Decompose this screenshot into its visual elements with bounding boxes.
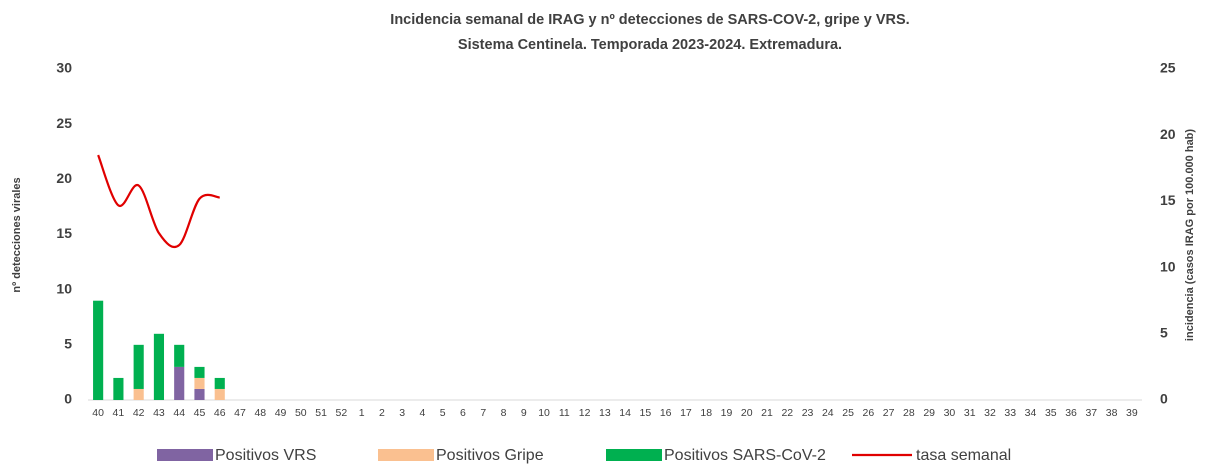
x-tick-label: 14 bbox=[619, 407, 631, 419]
y-tick-label: 10 bbox=[56, 280, 72, 296]
x-tick-label: 40 bbox=[92, 407, 104, 419]
x-tick-label: 41 bbox=[113, 407, 125, 419]
y2-tick-label: 10 bbox=[1160, 258, 1176, 274]
x-tick-label: 29 bbox=[923, 407, 935, 419]
y-tick-label: 25 bbox=[56, 115, 72, 131]
y-tick-label: 5 bbox=[64, 336, 72, 352]
legend-label: tasa semanal bbox=[916, 447, 1011, 464]
x-tick-label: 7 bbox=[480, 407, 486, 419]
x-tick-label: 44 bbox=[173, 407, 185, 419]
x-tick-label: 9 bbox=[521, 407, 527, 419]
x-tick-label: 18 bbox=[700, 407, 712, 419]
y-tick-label: 20 bbox=[56, 170, 72, 186]
bar-segment bbox=[194, 388, 205, 400]
x-tick-label: 19 bbox=[721, 407, 733, 419]
x-tick-label: 43 bbox=[153, 407, 165, 419]
x-tick-label: 8 bbox=[501, 407, 507, 419]
x-tick-label: 1 bbox=[359, 407, 365, 419]
x-tick-label: 20 bbox=[741, 407, 753, 419]
x-tick-label: 26 bbox=[863, 407, 875, 419]
x-tick-label: 30 bbox=[944, 407, 956, 419]
x-tick-label: 12 bbox=[579, 407, 591, 419]
x-tick-label: 48 bbox=[254, 407, 266, 419]
x-tick-label: 31 bbox=[964, 407, 976, 419]
x-tick-label: 3 bbox=[399, 407, 405, 419]
legend-label: Positivos VRS bbox=[215, 447, 316, 464]
x-tick-label: 4 bbox=[420, 407, 426, 419]
x-tick-label: 45 bbox=[194, 407, 206, 419]
bar-segment bbox=[174, 344, 185, 367]
legend-label: Positivos Gripe bbox=[436, 447, 544, 464]
x-tick-label: 11 bbox=[559, 407, 570, 419]
bar-segment bbox=[153, 333, 165, 400]
legend-swatch bbox=[606, 449, 662, 461]
legend-label: Positivos SARS-CoV-2 bbox=[664, 447, 826, 464]
x-tick-label: 33 bbox=[1004, 407, 1016, 419]
x-tick-label: 50 bbox=[295, 407, 307, 419]
x-tick-label: 28 bbox=[903, 407, 915, 419]
x-tick-label: 49 bbox=[275, 407, 287, 419]
bar-segment bbox=[214, 388, 225, 400]
bar-segment bbox=[214, 377, 225, 389]
x-tick-label: 51 bbox=[315, 407, 327, 419]
bar-segment bbox=[133, 388, 144, 400]
x-tick-label: 37 bbox=[1085, 407, 1097, 419]
bar-segment bbox=[113, 377, 124, 400]
x-tick-label: 2 bbox=[379, 407, 385, 419]
x-tick-label: 34 bbox=[1025, 407, 1037, 419]
chart-title: Incidencia semanal de IRAG y nº deteccio… bbox=[390, 12, 909, 28]
x-tick-label: 42 bbox=[133, 407, 145, 419]
x-tick-label: 32 bbox=[984, 407, 996, 419]
x-tick-label: 17 bbox=[680, 407, 692, 419]
x-tick-label: 52 bbox=[336, 407, 348, 419]
x-tick-label: 25 bbox=[842, 407, 854, 419]
y-tick-label: 15 bbox=[56, 225, 72, 241]
legend-swatch bbox=[157, 449, 213, 461]
x-tick-label: 23 bbox=[802, 407, 814, 419]
bar-segment bbox=[133, 344, 144, 389]
x-tick-label: 13 bbox=[599, 407, 611, 419]
y-tick-label: 30 bbox=[56, 60, 72, 76]
bar-segment bbox=[174, 366, 185, 400]
x-tick-label: 22 bbox=[781, 407, 793, 419]
x-tick-label: 47 bbox=[234, 407, 246, 419]
bar-segment bbox=[194, 366, 205, 378]
x-tick-label: 35 bbox=[1045, 407, 1057, 419]
x-tick-label: 38 bbox=[1106, 407, 1118, 419]
x-tick-label: 39 bbox=[1126, 407, 1138, 419]
x-tick-label: 46 bbox=[214, 407, 226, 419]
x-tick-label: 6 bbox=[460, 407, 466, 419]
x-tick-label: 27 bbox=[883, 407, 895, 419]
x-tick-label: 16 bbox=[660, 407, 672, 419]
y2-tick-label: 5 bbox=[1160, 325, 1168, 341]
x-tick-label: 36 bbox=[1065, 407, 1077, 419]
y2-tick-label: 15 bbox=[1160, 192, 1176, 208]
legend-swatch bbox=[378, 449, 434, 461]
y-tick-label: 0 bbox=[64, 391, 72, 407]
bar-segment bbox=[93, 300, 104, 400]
y-axis-title: nº detecciones virales bbox=[11, 177, 23, 292]
x-tick-label: 15 bbox=[640, 407, 652, 419]
x-tick-label: 21 bbox=[761, 407, 773, 419]
bar-segment bbox=[194, 377, 205, 389]
y2-tick-label: 0 bbox=[1160, 391, 1168, 407]
y2-tick-label: 25 bbox=[1160, 60, 1176, 76]
y2-axis-title: incidencia (casos IRAG por 100.000 hab) bbox=[1184, 129, 1196, 341]
x-tick-label: 10 bbox=[538, 407, 550, 419]
chart-subtitle: Sistema Centinela. Temporada 2023-2024. … bbox=[458, 37, 842, 53]
x-tick-label: 5 bbox=[440, 407, 446, 419]
y2-tick-label: 20 bbox=[1160, 126, 1176, 142]
x-tick-label: 24 bbox=[822, 407, 834, 419]
line-series bbox=[97, 154, 220, 249]
